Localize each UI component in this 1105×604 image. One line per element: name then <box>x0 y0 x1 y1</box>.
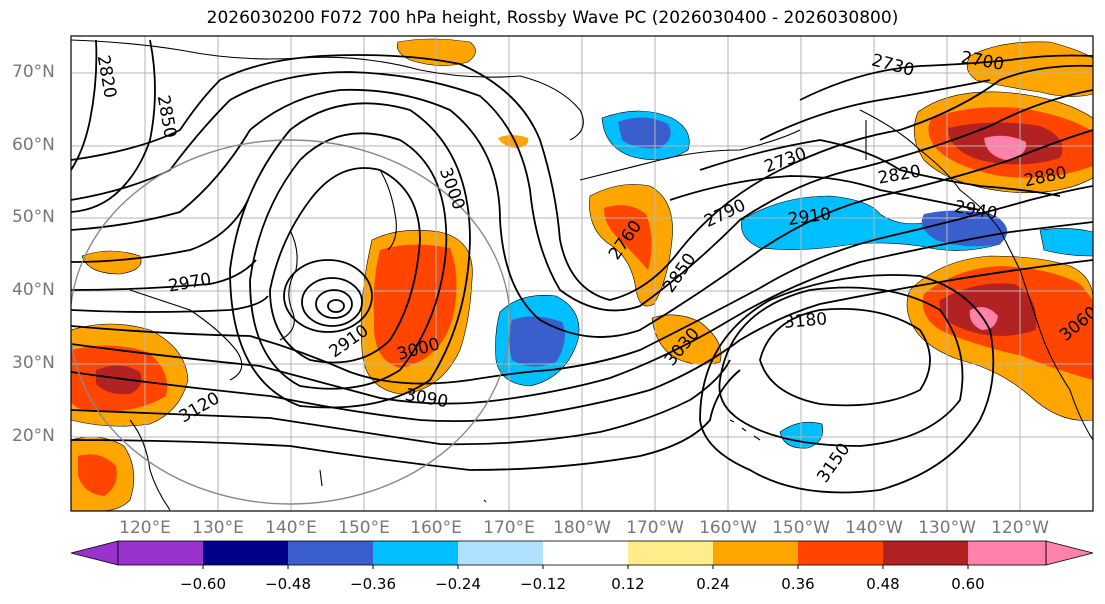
colorbar-tick-label: 0.36 <box>781 575 815 593</box>
lat-label: 50°N <box>12 207 55 227</box>
map-gridlines <box>71 36 1093 511</box>
lon-label: 170°W <box>626 518 684 538</box>
colorbar-extend-high <box>1045 540 1094 566</box>
colorbar-swatch <box>883 541 968 565</box>
contour-label: 3180 <box>783 309 828 333</box>
colorbar-swatch <box>458 541 543 565</box>
colorbar-swatch <box>118 541 203 565</box>
colorbar-tick-label: 0.60 <box>951 575 985 593</box>
colorbar-tick-label: 0.48 <box>866 575 900 593</box>
colorbar-swatch <box>288 541 373 565</box>
range-circle <box>71 139 511 505</box>
colorbar-extend-low <box>70 540 119 566</box>
lon-label: 140°W <box>845 518 903 538</box>
map-canvas: 2820 2850 2730 2700 3000 2910 2970 3000 … <box>71 36 1093 511</box>
colorbar <box>70 540 1094 569</box>
colorbar-swatch <box>628 541 713 565</box>
lon-label: 140°E <box>265 518 317 538</box>
colorbar-swatch <box>798 541 883 565</box>
colorbar-swatch <box>373 541 458 565</box>
colorbar-tick-label: −0.36 <box>350 575 396 593</box>
lon-label: 150°E <box>338 518 390 538</box>
lon-label: 160°E <box>410 518 462 538</box>
lon-label: 130°W <box>918 518 976 538</box>
lon-label: 170°E <box>483 518 535 538</box>
colorbar-tick-label: 0.12 <box>611 575 645 593</box>
lat-label: 20°N <box>12 426 55 446</box>
lon-label: 120°W <box>991 518 1049 538</box>
lon-label: 180°W <box>553 518 611 538</box>
colorbar-tick-label: −0.12 <box>520 575 566 593</box>
lon-label: 150°W <box>772 518 830 538</box>
map-title: 2026030200 F072 700 hPa height, Rossby W… <box>206 8 899 28</box>
colorbar-tick-label: −0.48 <box>265 575 311 593</box>
colorbar-tick-label: 0.24 <box>696 575 730 593</box>
lat-label: 30°N <box>12 353 55 373</box>
colorbar-swatch <box>968 541 1046 565</box>
colorbar-swatch <box>543 541 628 565</box>
lat-label: 60°N <box>12 135 55 155</box>
lon-label: 130°E <box>192 518 244 538</box>
lat-label: 40°N <box>12 280 55 300</box>
colorbar-swatch <box>203 541 288 565</box>
lon-label: 160°W <box>699 518 757 538</box>
colorbar-tick-label: −0.60 <box>180 575 226 593</box>
height-contours <box>71 39 1093 494</box>
map-frame <box>70 35 1094 512</box>
lat-label: 70°N <box>12 62 55 82</box>
colorbar-swatch <box>713 541 798 565</box>
colorbar-tick-label: −0.24 <box>435 575 481 593</box>
lon-label: 120°E <box>119 518 171 538</box>
